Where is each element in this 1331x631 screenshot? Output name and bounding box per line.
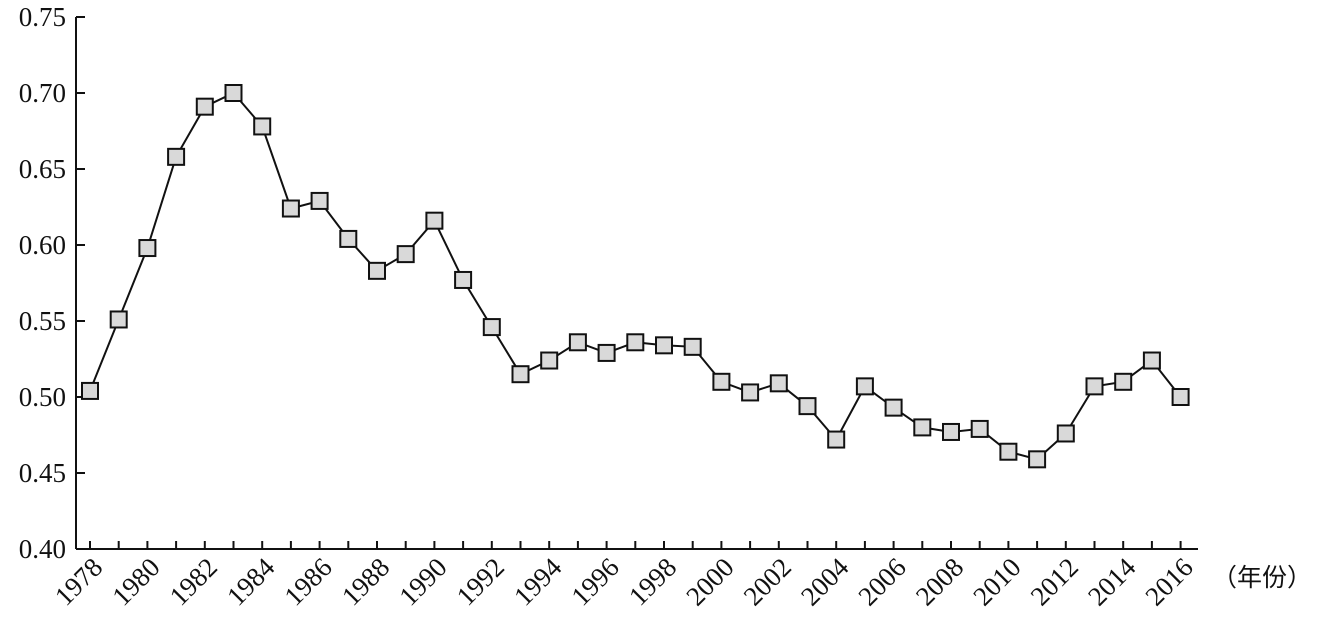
x-tick-label: 1980 [106,552,165,611]
y-tick-label: 0.65 [19,154,66,184]
data-point [482,318,501,337]
x-tick-label: 1984 [221,552,281,612]
data-point [712,372,731,391]
data-point [855,377,874,396]
data-point [396,245,415,264]
y-tick-label: 0.60 [19,230,66,260]
y-tick-label: 0.70 [19,78,66,108]
x-tick-label: 2006 [852,552,911,611]
x-tick-label: 1990 [393,552,452,611]
x-tick-label: 2004 [795,552,855,612]
data-point [368,261,386,280]
data-point [224,84,243,102]
data-point [81,381,99,400]
data-point [913,418,932,437]
data-point [970,419,989,438]
x-tick-label: 2002 [738,552,797,611]
data-point [109,310,128,329]
series-line [89,91,1182,461]
x-tick-label: 2000 [680,552,739,611]
data-point [597,343,616,362]
data-point [741,383,760,402]
data-point [942,422,960,441]
y-tick-label: 0.75 [19,2,66,32]
series-markers [81,84,1190,469]
data-point [568,333,587,352]
data-point [655,336,673,355]
data-point [540,351,559,370]
data-point [1085,377,1104,396]
x-tick-label: 1994 [508,552,568,612]
data-point [454,270,473,289]
data-point [253,117,272,136]
data-point [339,229,358,248]
data-point [683,337,702,356]
y-tick-label: 0.40 [19,534,66,564]
x-axis: 1978198019821984198619881990199219941996… [49,541,1199,611]
data-point [281,199,300,218]
data-point [138,239,157,258]
data-point [1114,372,1133,391]
y-ticks: 0.40 0.45 0.50 0.55 0.60 0.65 0.70 0.75 [19,2,85,564]
data-point [999,442,1018,461]
data-point [425,211,444,230]
x-tick-label: 1992 [451,552,510,611]
data-point [310,191,329,210]
x-tick-label: 1988 [336,552,395,611]
x-tick-label: 1998 [623,552,682,611]
x-tick-label: 2016 [1139,552,1198,611]
data-point [195,97,214,116]
x-ticks: 1978198019821984198619881990199219941996… [49,541,1199,611]
plot-area [81,84,1190,469]
x-tick-label: 2010 [967,552,1026,611]
x-tick-label: 2012 [1025,552,1084,611]
x-tick-label: 1982 [164,552,223,611]
data-point [884,398,903,417]
x-axis-unit-label: （年份） [1212,563,1312,592]
y-tick-label: 0.45 [19,458,66,488]
x-tick-label: 2014 [1082,552,1142,612]
data-point [798,397,817,416]
y-tick-label: 0.55 [19,306,66,336]
data-point [827,430,846,449]
data-point [511,365,530,384]
x-tick-label: 1996 [565,552,624,611]
data-point [626,333,645,352]
data-point [1171,388,1190,406]
data-point [1142,351,1161,370]
x-tick-label: 1986 [278,552,337,611]
data-point [1028,450,1047,469]
data-point [167,147,186,166]
data-point [1056,424,1075,443]
x-tick-label: 2008 [910,552,969,611]
y-axis: 0.40 0.45 0.50 0.55 0.60 0.65 0.70 0.75 [19,2,85,564]
y-tick-label: 0.50 [19,382,66,412]
data-point [769,374,788,393]
